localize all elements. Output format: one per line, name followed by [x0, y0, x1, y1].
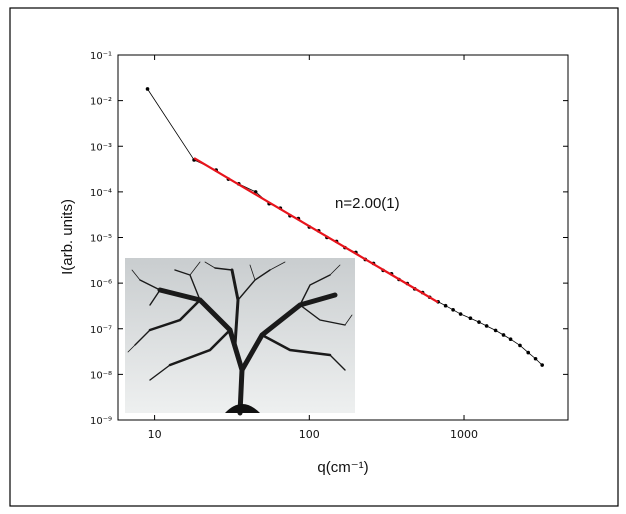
annotation: n=2.00(1): [335, 195, 400, 212]
y-tick-label: 10⁻⁴: [90, 188, 112, 199]
x-tick-label: 1000: [450, 428, 478, 441]
y-tick-label: 10⁻¹: [90, 51, 112, 62]
data-point: [493, 328, 498, 333]
frame: [9, 7, 619, 507]
y-axis-label: I(arb. units): [59, 199, 76, 275]
data-point: [533, 356, 538, 361]
data-point: [540, 363, 544, 367]
data-point: [145, 87, 150, 91]
y-tick-label: 10⁻⁹: [90, 416, 112, 427]
data-point: [518, 343, 522, 348]
data-point: [526, 350, 531, 355]
inset-photo: [125, 258, 355, 416]
y-tick-label: 10⁻⁸: [90, 370, 112, 381]
data-point: [501, 333, 506, 337]
data-point: [451, 308, 455, 312]
y-tick-label: 10⁻⁶: [90, 279, 112, 290]
data-point: [477, 320, 481, 324]
y-tick-label: 10⁻⁷: [90, 325, 112, 336]
data-point: [443, 303, 448, 308]
x-axis-label: q(cm⁻¹): [317, 459, 368, 476]
x-tick-label: 100: [299, 428, 320, 441]
data-point: [468, 316, 473, 321]
data-point: [508, 337, 513, 342]
y-tick-label: 10⁻⁵: [90, 234, 112, 245]
y-tick-label: 10⁻³: [90, 142, 112, 153]
data-point: [484, 324, 489, 328]
fit-line: [193, 157, 439, 304]
data-point: [458, 312, 463, 316]
x-tick-label: 10: [148, 428, 162, 441]
y-tick-label: 10⁻²: [90, 97, 112, 108]
